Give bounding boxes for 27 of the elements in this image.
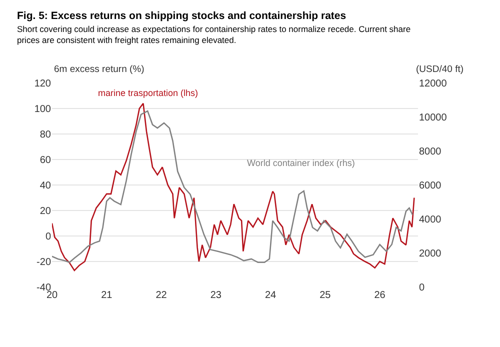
- y2-tick-label: 12000: [419, 78, 448, 90]
- y-tick-label: 0: [45, 232, 52, 242]
- y2-tick-label: 8000: [419, 146, 442, 158]
- y2-tick-label: 2000: [419, 248, 442, 260]
- y-tick-label: 100: [34, 104, 52, 115]
- chart-title: Fig. 5: Excess returns on shipping stocks and containership rates: [17, 10, 346, 22]
- x-tick-label: 22: [156, 290, 168, 301]
- y2-tick-label: 4000: [419, 214, 442, 226]
- text: World container index (rhs): [247, 158, 355, 168]
- y-axis-title: 6m excess return (%): [54, 64, 144, 75]
- x-tick-label: 23: [210, 290, 222, 301]
- y-tick-label: 80: [40, 130, 52, 140]
- x-tick-label: 26: [374, 290, 386, 301]
- y-tick-label: 60: [40, 155, 52, 166]
- y-tick-label: -20: [36, 257, 52, 268]
- y-tick-label: 120: [34, 78, 52, 90]
- y2-axis-title: (USD/40 ft): [416, 64, 464, 75]
- y-tick-label: 20: [40, 206, 52, 217]
- y2-tick-label: 10000: [419, 112, 448, 124]
- x-tick-label: 24: [264, 290, 277, 301]
- chart-subtitle: Short covering could increase as expectations for containership rates to normalize recede. Current share prices are consistent with freight rates remaining elevated.: [17, 24, 411, 46]
- series-label: marine trasportation (lhs): [98, 88, 198, 98]
- y-tick-label: 40: [40, 180, 52, 192]
- y2-tick-label: 6000: [419, 180, 442, 192]
- x-tick-label: 21: [101, 290, 113, 301]
- x-tick-label: 25: [320, 290, 332, 301]
- y2-tick-label: 0: [419, 282, 425, 294]
